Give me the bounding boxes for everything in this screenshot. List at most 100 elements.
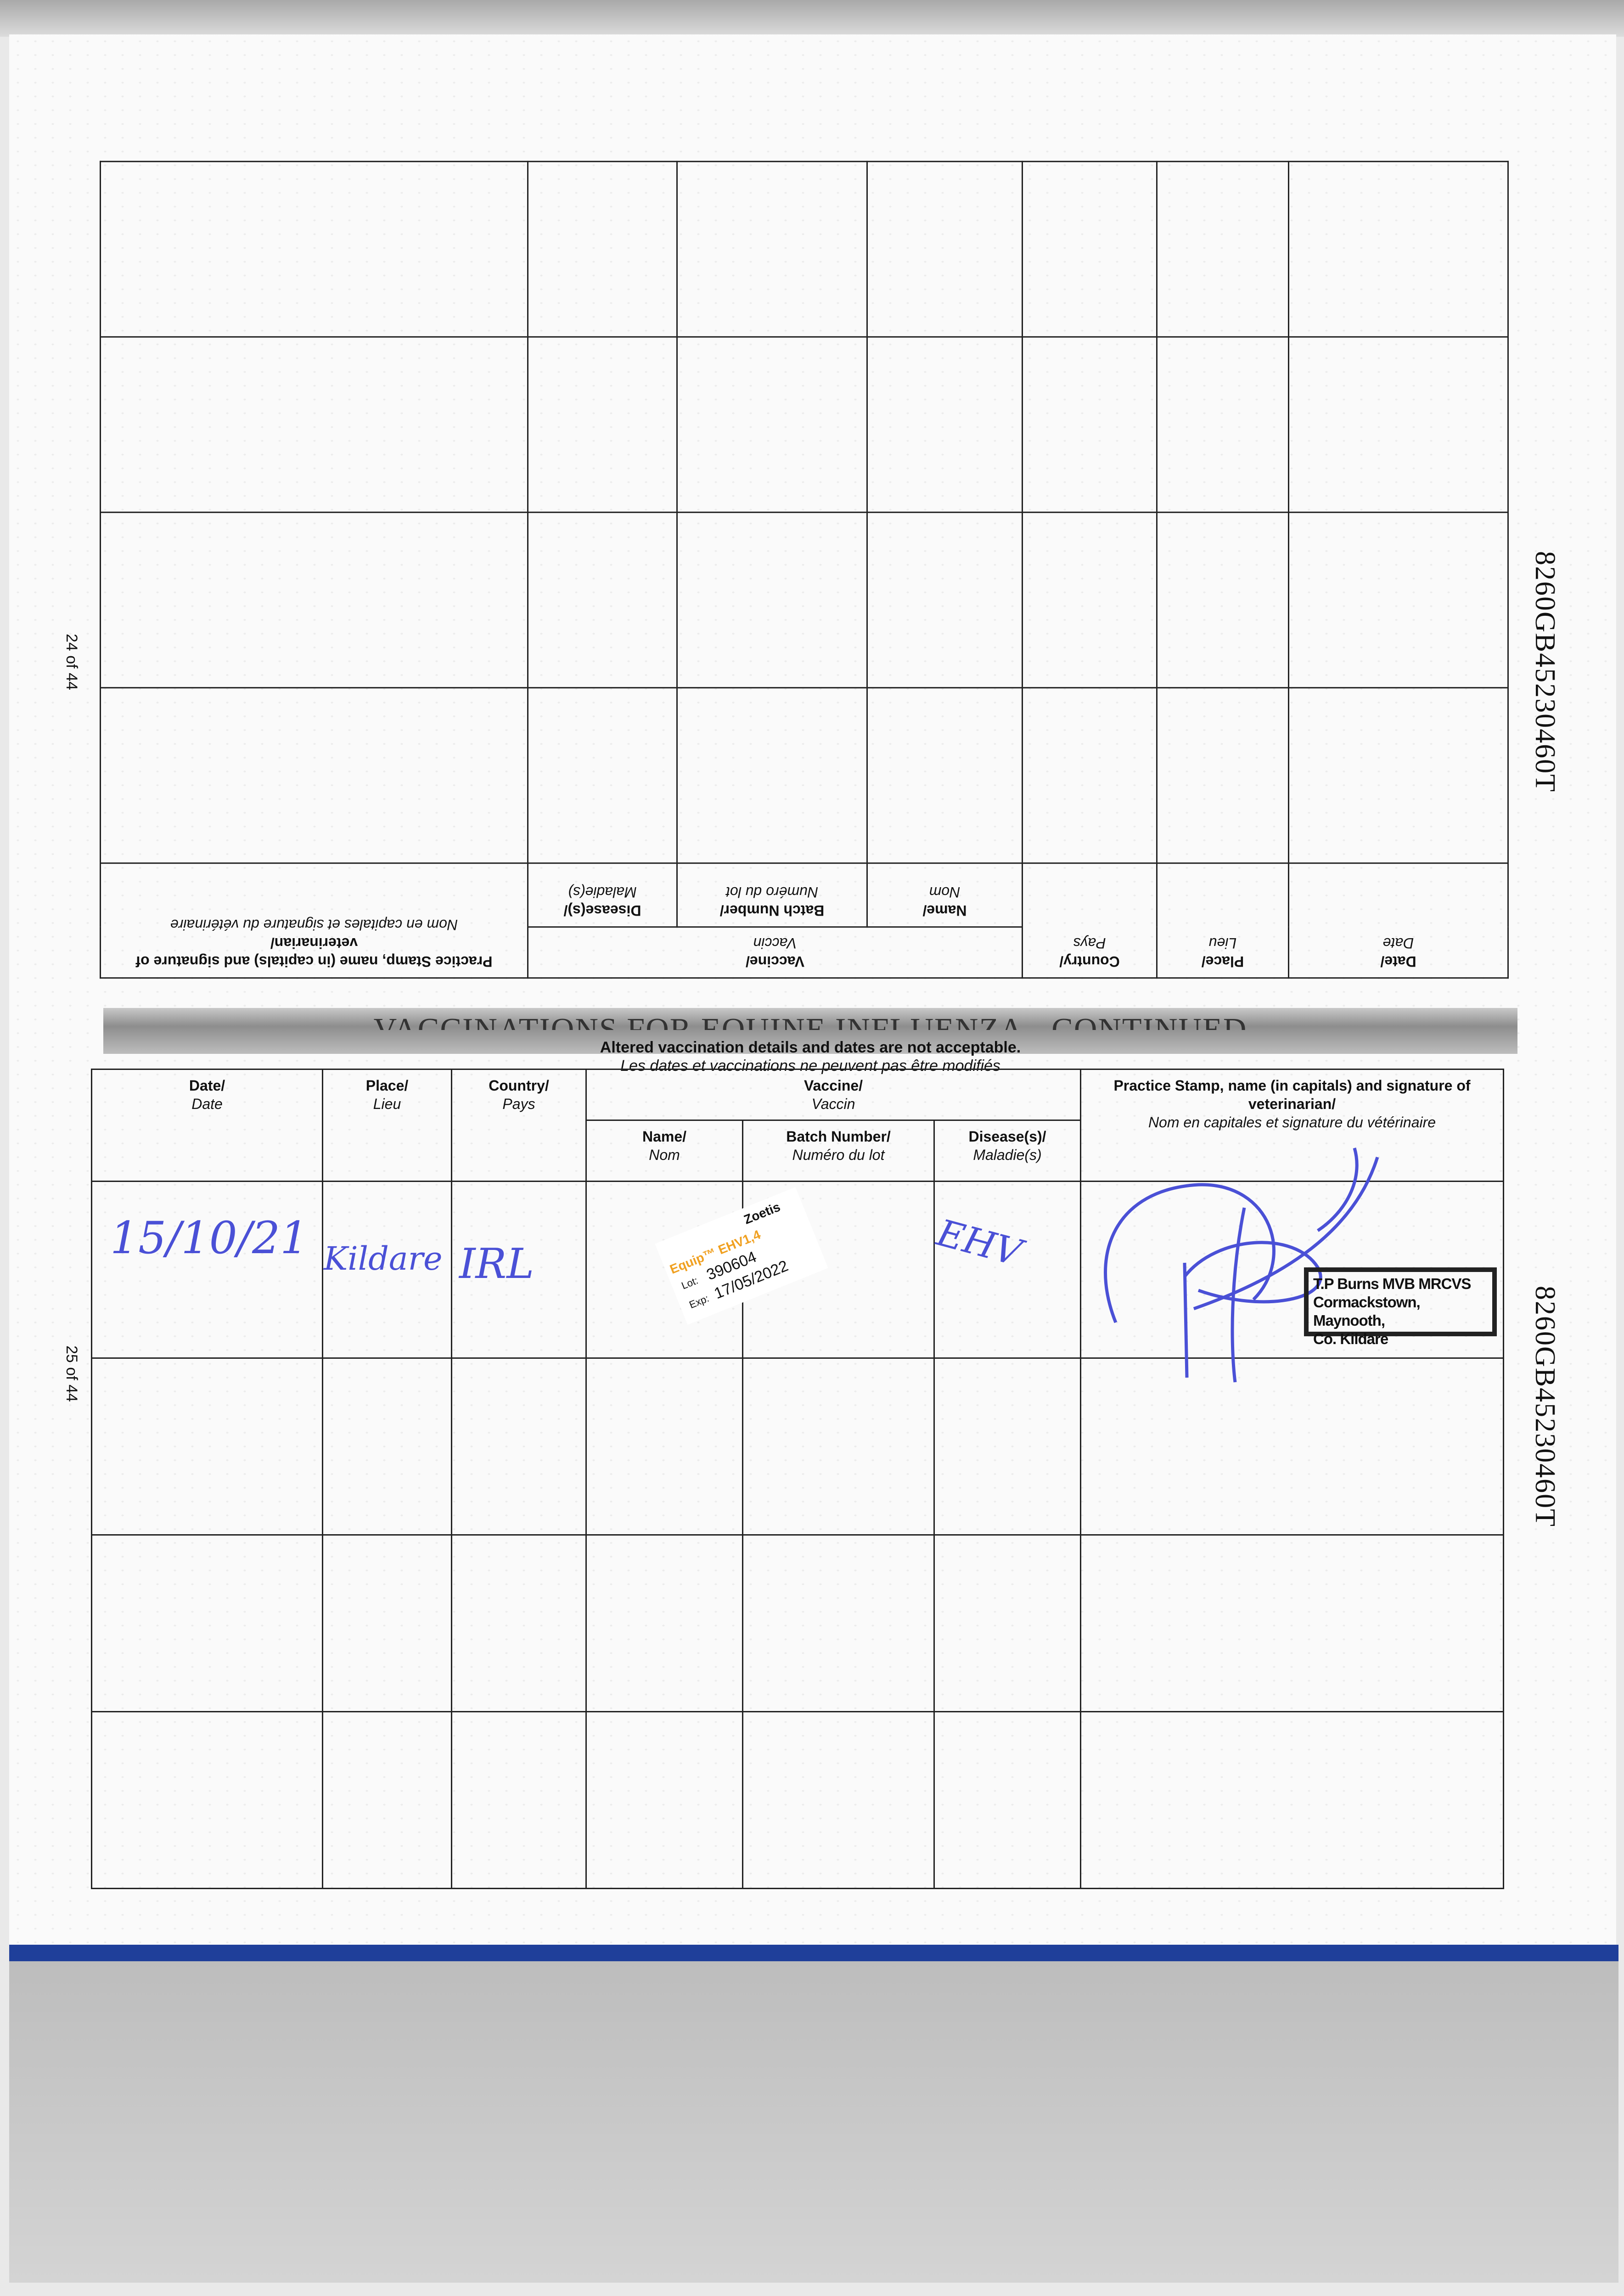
header-practice: Practice Stamp, name (in capitals) and s… xyxy=(1080,1068,1504,1182)
header-country-fr: Pays xyxy=(1073,935,1106,952)
table-cell[interactable] xyxy=(867,512,1023,688)
table-cell[interactable] xyxy=(933,1357,1081,1536)
table-cell[interactable] xyxy=(1022,512,1157,688)
header-place-en: Place/ xyxy=(365,1077,409,1094)
table-cell[interactable] xyxy=(585,1534,743,1713)
header-vaccine-en: Vaccine/ xyxy=(804,1077,863,1094)
header-disease: Disease(s)/Maladie(s) xyxy=(528,863,677,927)
table-cell[interactable] xyxy=(585,1711,743,1890)
table-cell[interactable] xyxy=(528,687,677,863)
table-cell[interactable] xyxy=(451,1711,587,1890)
entry-country: IRL xyxy=(459,1240,534,1288)
table-row xyxy=(100,161,1508,337)
table-row xyxy=(91,1181,1504,1359)
table-cell[interactable] xyxy=(91,1181,323,1359)
table-cell[interactable] xyxy=(451,1181,587,1359)
practice-stamp: T.P Burns MVB MRCVS Cormackstown, Maynoo… xyxy=(1304,1267,1497,1347)
header-date-fr: Date xyxy=(191,1096,223,1112)
table-cell[interactable] xyxy=(322,1181,452,1359)
table-cell[interactable] xyxy=(742,1711,935,1890)
table-cell[interactable] xyxy=(100,337,528,512)
table-cell[interactable] xyxy=(867,337,1023,512)
entry-place: Kildare xyxy=(324,1240,443,1277)
scanner-background xyxy=(0,0,1624,37)
passport-cover-edge xyxy=(9,1945,1618,1961)
header-practice-fr: Nom en capitales et signature du vétérin… xyxy=(1148,1114,1436,1131)
header-place: Place/Lieu xyxy=(1157,863,1289,978)
table-cell[interactable] xyxy=(1022,687,1157,863)
table-cell[interactable] xyxy=(677,687,867,863)
table-row xyxy=(100,337,1508,512)
table-cell[interactable] xyxy=(322,1534,452,1713)
section-title: VACCINATIONS FOR EQUINE INFLUENZA - CONT… xyxy=(373,1012,1248,1030)
table-cell[interactable] xyxy=(933,1534,1081,1713)
header-practice-en: Practice Stamp, name (in capitals) and s… xyxy=(135,935,493,970)
entry-date: 15/10/21 xyxy=(110,1212,309,1264)
stamp-line: T.P Burns MVB MRCVS xyxy=(1313,1275,1471,1292)
table-cell[interactable] xyxy=(742,1534,935,1713)
header-vaccine-en: Vaccine/ xyxy=(745,953,805,970)
header-country-fr: Pays xyxy=(502,1096,535,1112)
table-cell[interactable] xyxy=(91,1534,323,1713)
header-country-en: Country/ xyxy=(1059,953,1120,970)
table-cell[interactable] xyxy=(528,512,677,688)
header-batch-fr: Numéro du lot xyxy=(792,1147,885,1163)
table-cell[interactable] xyxy=(933,1181,1081,1359)
vaccination-table: Date/Date Place/Lieu Country/Pays Vaccine/V… xyxy=(100,161,1509,979)
header-date: Date/Date xyxy=(91,1068,323,1182)
vaccination-table-page-25: Date/Date Place/Lieu Country/Pays Vaccine/V… xyxy=(91,1068,1504,1890)
table-cell[interactable] xyxy=(1288,161,1508,337)
table-cell[interactable] xyxy=(528,337,677,512)
header-country: Country/Pays xyxy=(451,1068,587,1182)
table-cell[interactable] xyxy=(677,337,867,512)
header-country-en: Country/ xyxy=(489,1077,549,1094)
table-row xyxy=(100,687,1508,863)
table-cell[interactable] xyxy=(585,1357,743,1536)
page-number-24: 24 of 44 xyxy=(63,634,80,690)
header-disease-fr: Maladie(s) xyxy=(568,884,637,901)
header-batch: Batch Number/Numéro du lot xyxy=(742,1119,935,1182)
table-cell[interactable] xyxy=(1022,337,1157,512)
table-cell[interactable] xyxy=(100,161,528,337)
table-cell[interactable] xyxy=(322,1357,452,1536)
header-vaccine: Vaccine/Vaccin xyxy=(528,927,1023,978)
table-cell[interactable] xyxy=(1157,512,1289,688)
table-cell[interactable] xyxy=(1157,687,1289,863)
header-date-fr: Date xyxy=(1382,935,1414,952)
table-cell[interactable] xyxy=(1157,337,1289,512)
stamp-line: Co. Kildare xyxy=(1313,1330,1388,1347)
table-row xyxy=(91,1534,1504,1713)
table-cell[interactable] xyxy=(1288,337,1508,512)
passport-number-bottom: 8260GB45230460T xyxy=(1529,1286,1561,1527)
table-row xyxy=(91,1711,1504,1890)
header-batch-fr: Numéro du lot xyxy=(726,884,818,901)
table-cell[interactable] xyxy=(867,161,1023,337)
header-vaccine: Vaccine/Vaccin xyxy=(585,1069,1081,1121)
table-cell[interactable] xyxy=(1157,161,1289,337)
table-cell[interactable] xyxy=(1080,1357,1504,1536)
table-cell[interactable] xyxy=(1080,1711,1504,1890)
table-cell[interactable] xyxy=(1022,161,1157,337)
header-practice-fr: Nom en capitales et signature du vétérin… xyxy=(170,917,458,934)
table-cell[interactable] xyxy=(91,1711,323,1890)
header-name-en: Name/ xyxy=(922,902,967,919)
table-cell[interactable] xyxy=(867,687,1023,863)
table-cell[interactable] xyxy=(677,161,867,337)
table-cell[interactable] xyxy=(933,1711,1081,1890)
table-cell[interactable] xyxy=(451,1534,587,1713)
header-name: Name/Nom xyxy=(867,863,1023,927)
header-practice-en: Practice Stamp, name (in capitals) and s… xyxy=(1113,1077,1471,1112)
header-name-fr: Nom xyxy=(929,884,961,901)
header-vaccine-fr: Vaccin xyxy=(811,1096,855,1112)
table-cell[interactable] xyxy=(322,1711,452,1890)
table-cell[interactable] xyxy=(677,512,867,688)
table-cell[interactable] xyxy=(100,512,528,688)
table-cell[interactable] xyxy=(1288,687,1508,863)
table-cell[interactable] xyxy=(100,687,528,863)
table-cell[interactable] xyxy=(742,1357,935,1536)
table-cell[interactable] xyxy=(451,1357,587,1536)
table-cell[interactable] xyxy=(528,161,677,337)
table-cell[interactable] xyxy=(1080,1534,1504,1713)
table-cell[interactable] xyxy=(91,1357,323,1536)
table-cell[interactable] xyxy=(1288,512,1508,688)
